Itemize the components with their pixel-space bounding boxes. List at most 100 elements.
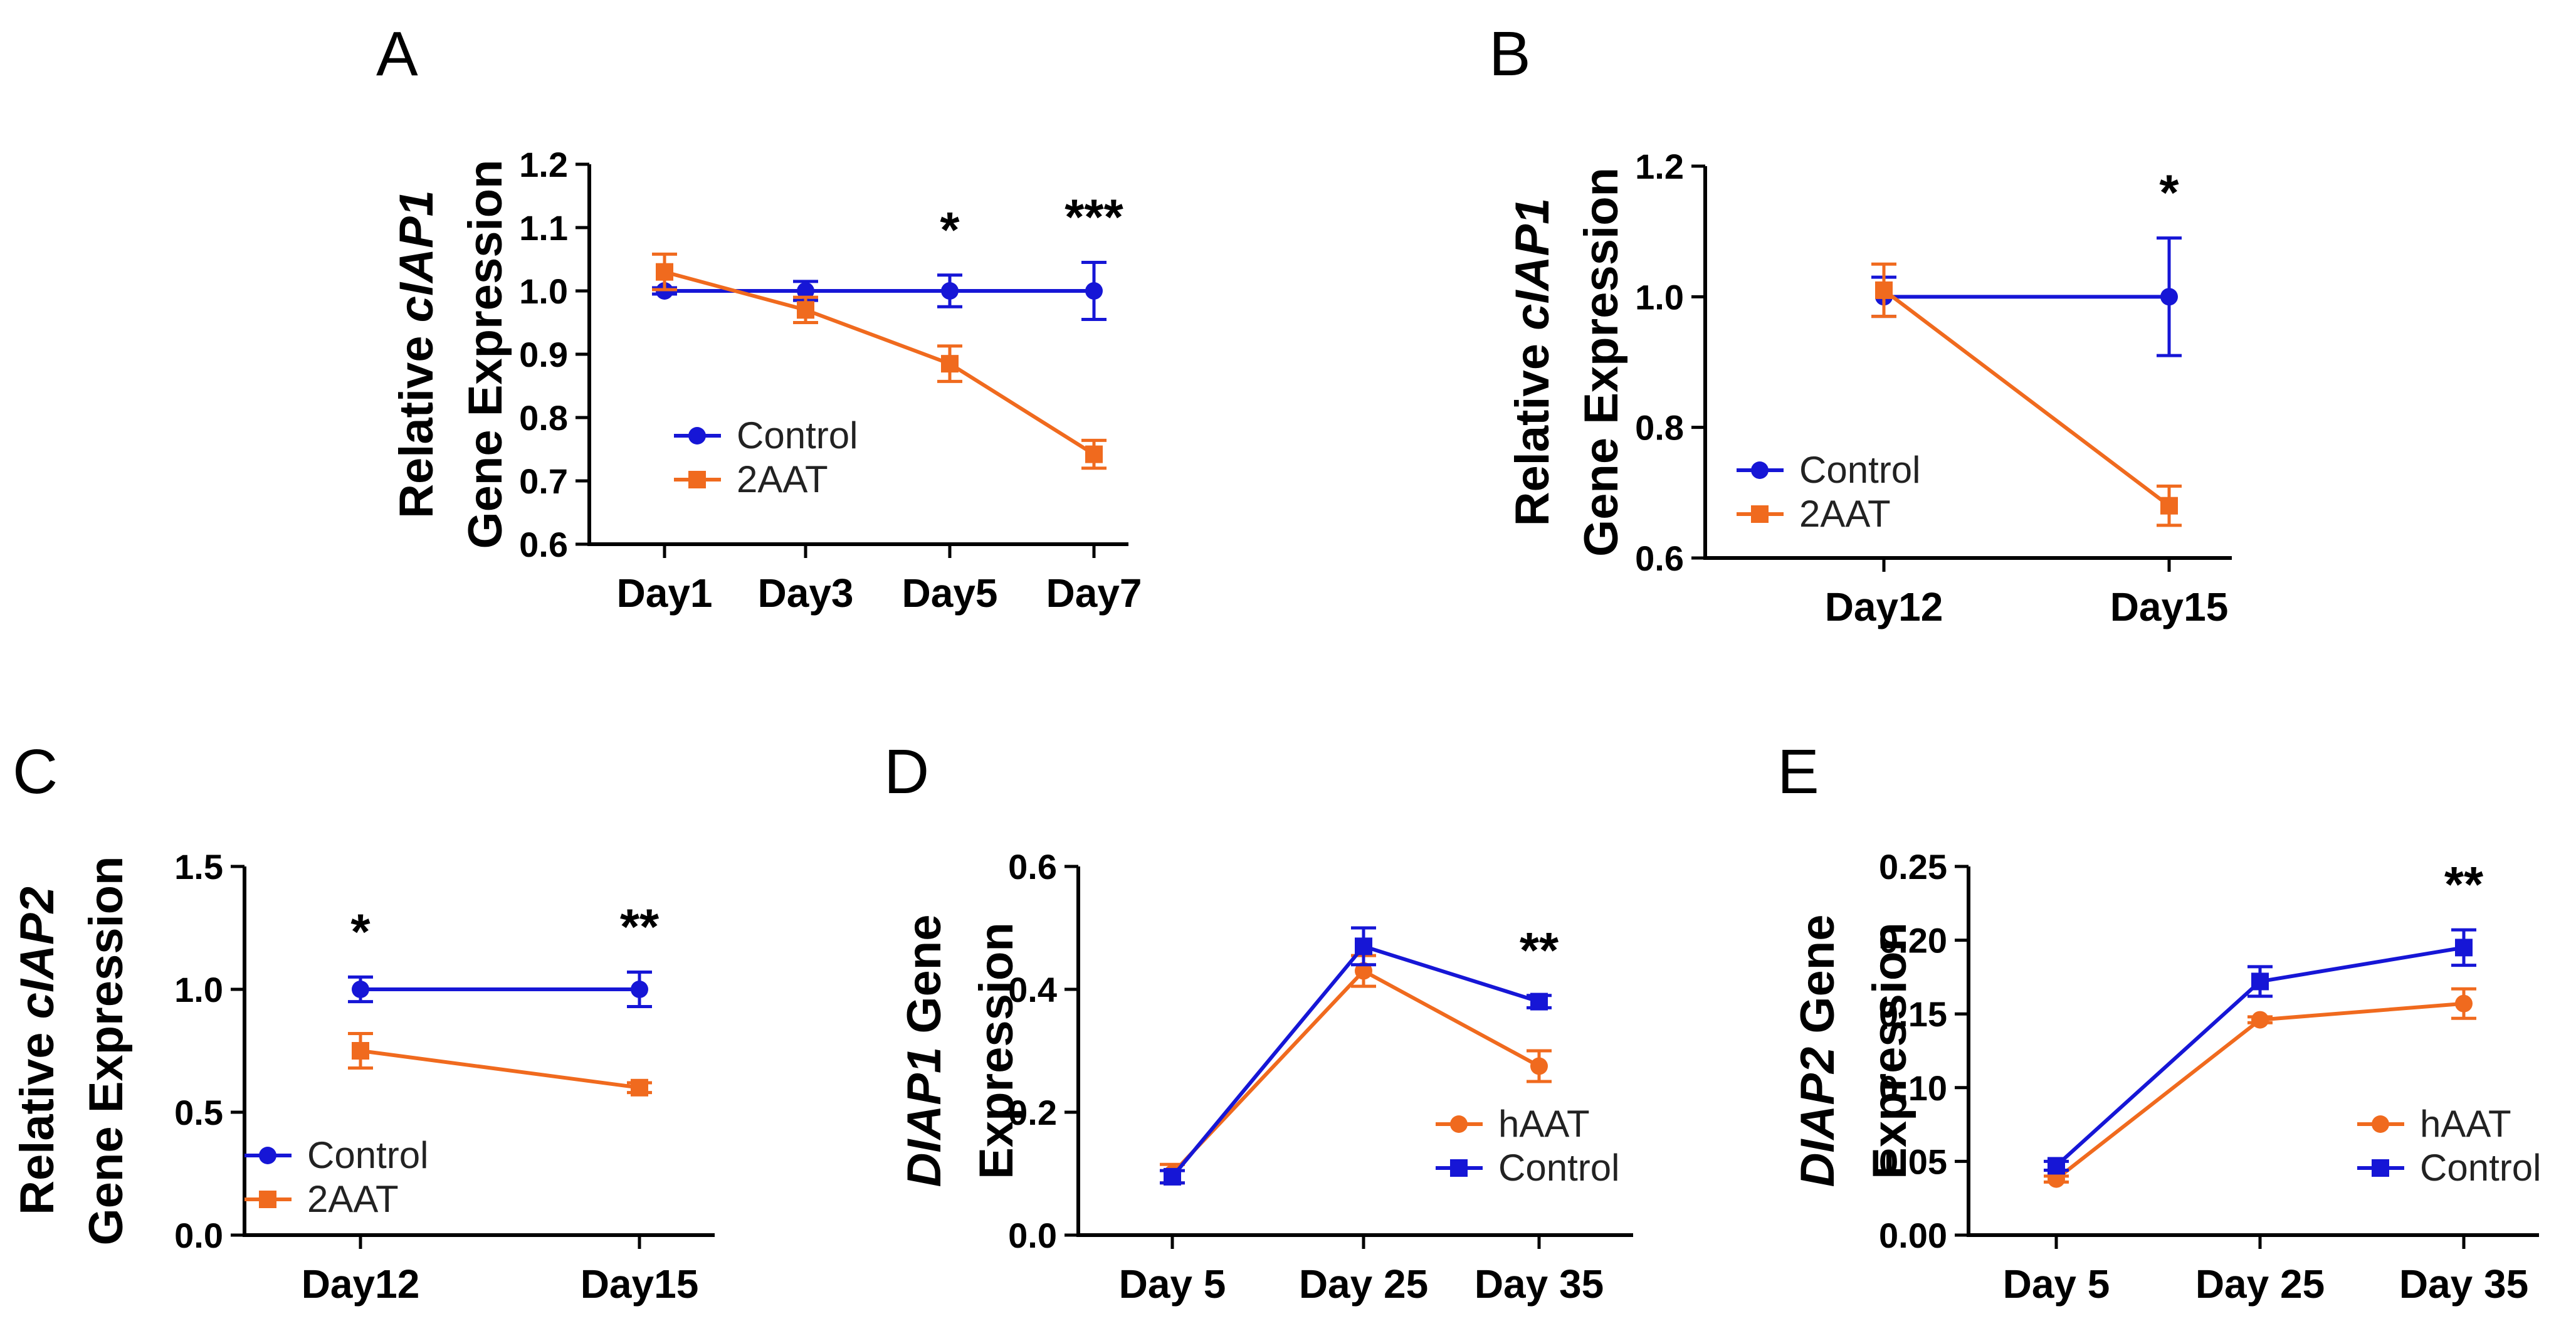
y-tick-label: 0.6 [1008, 847, 1057, 887]
legend-label: Control [2420, 1147, 2541, 1189]
legend-item-control: Control [244, 1134, 428, 1176]
series-control [1160, 926, 1552, 1186]
y-tick-label: 0.10 [1879, 1068, 1947, 1108]
series-2aat [652, 252, 1107, 470]
y-tick-label: 0.6 [1635, 539, 1684, 578]
legend-item-2aat: 2AAT [244, 1178, 399, 1220]
data-point [352, 981, 369, 998]
legend-label: 2AAT [307, 1178, 399, 1220]
legend-item-control: Control [1436, 1147, 1619, 1189]
x-tick-label: Day 25 [1299, 1261, 1428, 1307]
axis-title-text: Relative [390, 322, 443, 518]
legend-label: Control [1799, 449, 1920, 491]
panel-letter-e: E [1777, 737, 1819, 807]
data-point [631, 1078, 648, 1097]
axis-title-text: Relative [11, 1019, 64, 1215]
data-point [1164, 1167, 1181, 1186]
y-tick-label: 1.1 [519, 208, 568, 248]
data-point [2160, 497, 2178, 515]
significance-marker: ** [1520, 922, 1559, 978]
y-tick-label: 0.00 [1879, 1216, 1947, 1255]
y-tick-label: 1.0 [519, 271, 568, 311]
y-tick-label: 0.4 [1008, 970, 1057, 1009]
x-tick-label: Day 5 [1119, 1261, 1226, 1307]
axis-title-text: Relative [1506, 330, 1559, 527]
data-point [797, 301, 814, 319]
y-tick-label: 0.05 [1879, 1142, 1947, 1181]
axis-title-text: Expression [1863, 922, 1916, 1179]
y-tick-label: 0.8 [1635, 408, 1684, 448]
x-tick-label: Day12 [302, 1261, 420, 1307]
data-point [1355, 962, 1372, 980]
data-point [1875, 281, 1893, 299]
series-2aat [1871, 262, 2182, 527]
legend-marker [688, 471, 706, 488]
data-point [941, 355, 959, 373]
data-point [941, 282, 959, 300]
data-point [2251, 1011, 2269, 1029]
legend-item-control: Control [1737, 449, 1920, 491]
y-tick-label: 0.5 [174, 1093, 223, 1132]
data-point [2455, 994, 2473, 1013]
y-tick-label: 1.5 [174, 847, 223, 887]
legend-item-haat: hAAT [2357, 1103, 2511, 1145]
legend-marker [688, 427, 706, 445]
legend-marker [1751, 505, 1769, 523]
legend-label: hAAT [1498, 1103, 1590, 1145]
y-axis-title-line-2: Gene Expression [459, 160, 512, 549]
x-tick-label: Day 35 [2399, 1261, 2528, 1307]
legend-item-control: Control [674, 414, 858, 456]
legend-item-control: Control [2357, 1147, 2541, 1189]
series-line [2055, 1001, 2464, 1181]
legend-item-haat: hAAT [1436, 1103, 1590, 1145]
x-tick-label: Day5 [902, 571, 998, 616]
legend-label: Control [1498, 1147, 1619, 1189]
data-point [2160, 288, 2178, 306]
legend-marker [1751, 461, 1769, 479]
legend-label: Control [307, 1134, 428, 1176]
significance-marker: * [940, 202, 960, 258]
y-tick-label: 1.0 [174, 970, 223, 1009]
x-tick-label: Day1 [617, 571, 713, 616]
significance-marker: *** [1065, 189, 1123, 245]
data-point [2251, 972, 2269, 991]
y-tick-label: 0.6 [519, 525, 568, 564]
gene-name: DIAP2 [1791, 1047, 1844, 1187]
gene-name: DIAP1 [898, 1047, 951, 1187]
y-tick-label: 0.9 [519, 335, 568, 374]
series-line [1170, 968, 1540, 1176]
data-point [631, 981, 648, 998]
axis-title-text: Gene Expression [80, 856, 133, 1246]
y-tick-label: 0.7 [519, 461, 568, 501]
panel-e: E 0.00 0.05 0.10 0.15 0.20 0.25 Day 5 Day 25 Day … [1777, 737, 2541, 1307]
y-tick-label: 1.0 [1635, 277, 1684, 317]
gene-name: cIAP1 [390, 190, 443, 322]
data-point [2455, 939, 2473, 957]
series-control [652, 261, 1107, 321]
panel-c: C 0.0 0.5 1.0 1.5 Day12 Day15 Relative cIAP2 Gen… [11, 737, 715, 1307]
legend-item-2aat: 2AAT [1737, 493, 1891, 535]
x-tick-label: Day 35 [1475, 1261, 1604, 1307]
gene-name: cIAP1 [1506, 198, 1559, 330]
x-tick-label: Day3 [758, 571, 854, 616]
data-point [1085, 445, 1103, 463]
data-point [797, 282, 814, 300]
y-axis-title-line-1: DIAP2 Gene [1791, 914, 1844, 1187]
panel-letter-b: B [1489, 19, 1531, 89]
series-control [2044, 928, 2476, 1175]
series-line [1883, 288, 2170, 508]
x-tick-label: Day15 [2110, 584, 2229, 629]
y-tick-label: 0.0 [174, 1216, 223, 1255]
axis-title-text: Gene Expression [459, 160, 512, 549]
axis-title-text: Expression [970, 922, 1023, 1179]
series-haat [2044, 987, 2476, 1188]
gene-name: cIAP2 [11, 887, 64, 1019]
y-tick-label: 0.25 [1879, 847, 1947, 887]
y-axis-title-line-2: Gene Expression [80, 856, 133, 1246]
panel-a: A 0.6 0.7 0.8 0.9 1.0 1.1 1.2 Day1 Day3 Day5 Day7 Re… [376, 19, 1142, 616]
y-tick-label: 0.0 [1008, 1216, 1057, 1255]
y-axis-title-line-2: Expression [970, 922, 1023, 1179]
